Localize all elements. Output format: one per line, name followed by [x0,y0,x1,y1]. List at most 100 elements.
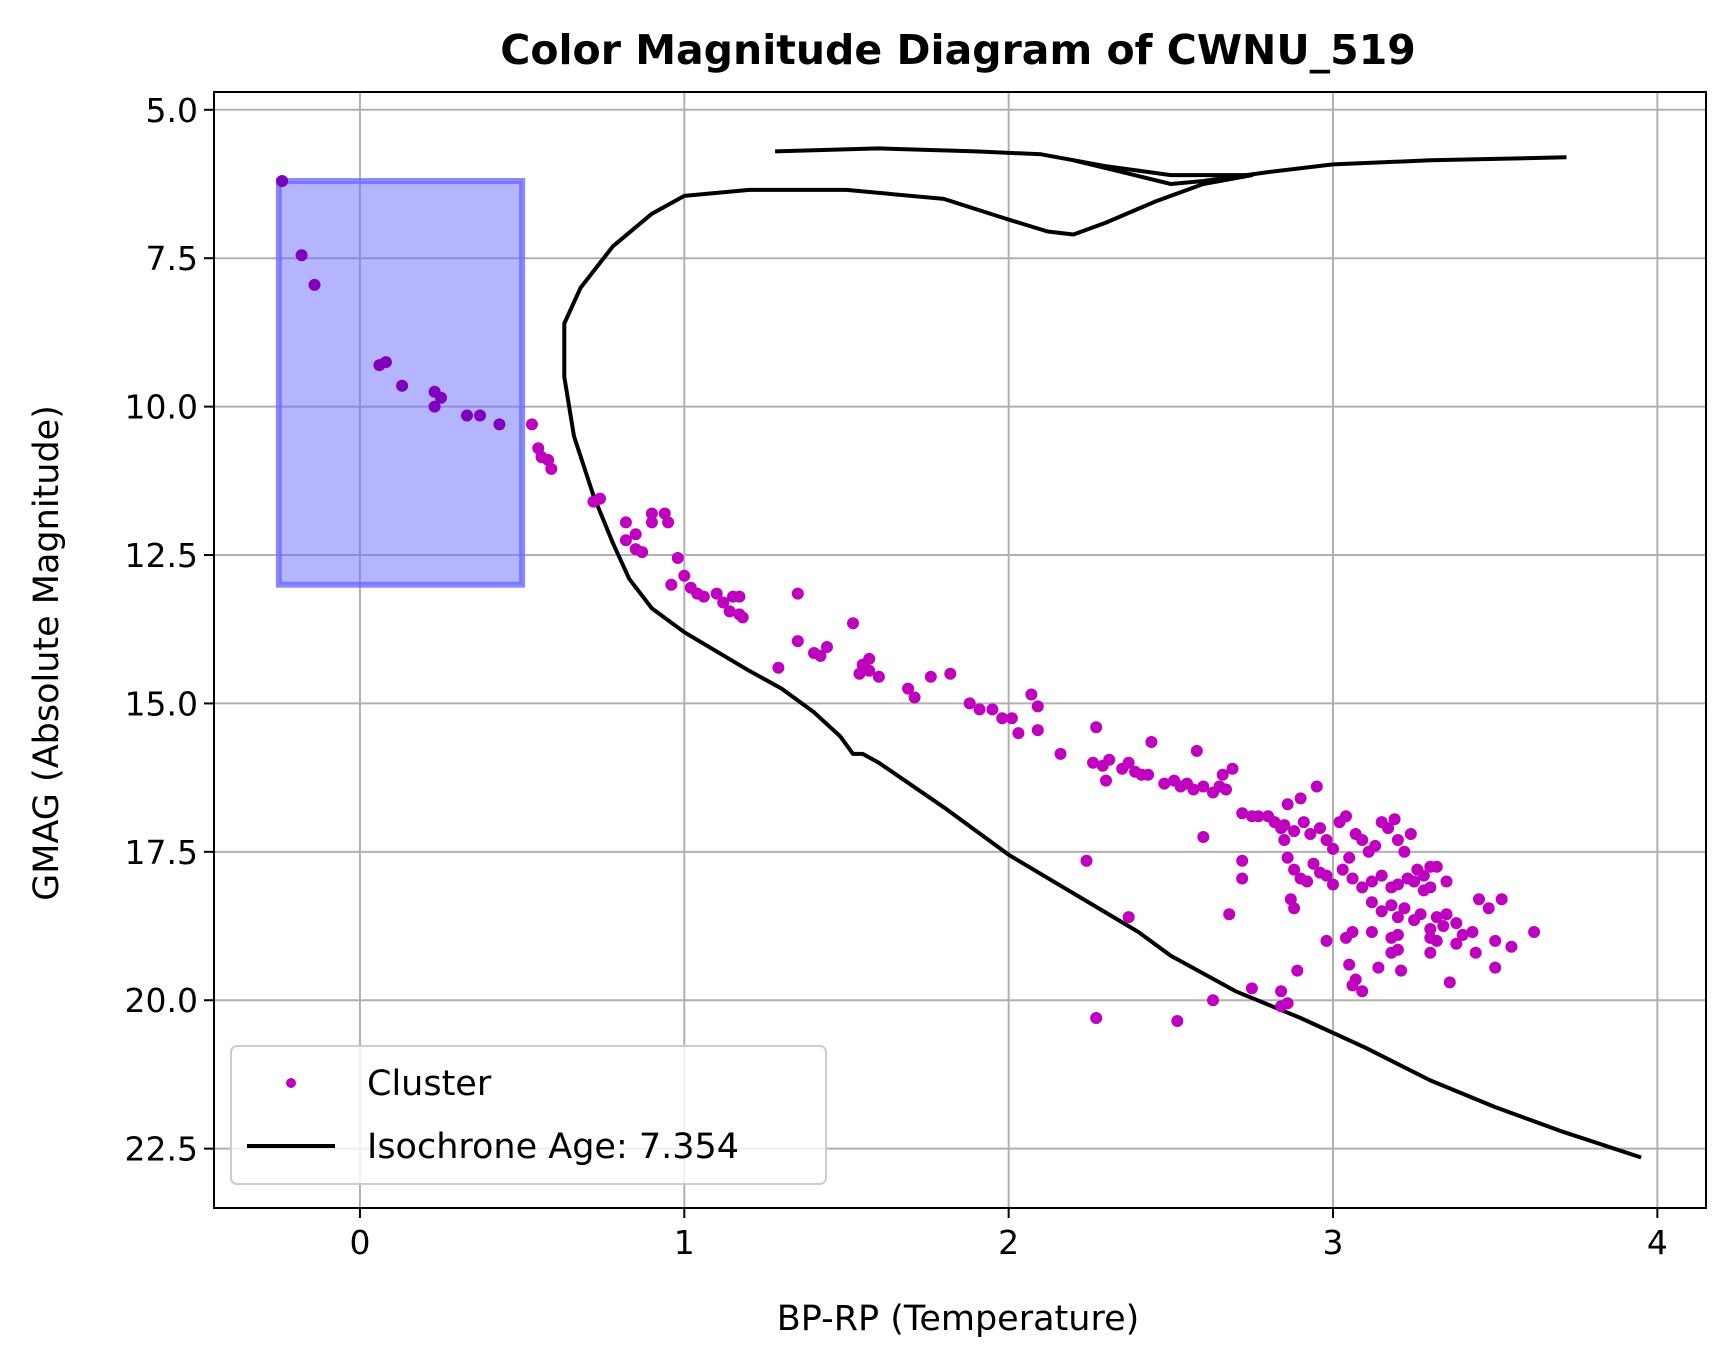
cluster-point-34 [710,587,723,600]
cluster-point-69 [1090,721,1103,734]
cluster-point-19 [619,516,632,529]
x-tick-label-0: 0 [349,1223,370,1262]
cluster-point-85 [1197,780,1210,793]
cluster-point-166 [1450,937,1463,950]
cluster-point-51 [863,664,876,677]
cluster-point-63 [1025,688,1038,701]
cluster-point-168 [1424,931,1437,944]
cluster-point-120 [1404,828,1417,840]
cluster-point-38 [723,605,736,618]
cluster-point-136 [1346,872,1359,885]
cluster-point-159 [1440,908,1453,921]
cluster-point-184 [1291,964,1304,977]
cluster-point-20 [619,534,632,547]
x-tick-label-4: 4 [1647,1223,1668,1262]
y-tick-label-7: 22.5 [125,1130,198,1169]
cluster-point-101 [1294,792,1307,805]
cluster-point-56 [944,667,957,680]
cluster-point-200 [1281,997,1294,1010]
cluster-point-141 [1391,878,1404,891]
cluster-point-104 [1310,780,1323,793]
cluster-point-106 [1320,834,1333,846]
cluster-point-152 [1391,911,1404,924]
cluster-point-89 [1226,762,1239,775]
cluster-points-layer [276,175,1541,1027]
cluster-point-103 [1304,828,1317,840]
x-axis-ticks: 0 1 2 3 4 [349,1208,1668,1262]
cluster-point-5 [396,379,409,392]
cluster-point-54 [908,691,921,704]
cluster-point-99 [1281,798,1294,811]
cluster-point-134 [1327,878,1339,891]
legend-frame [230,1045,827,1185]
chart-title: Color Magnitude Diagram of CWNU_519 [500,26,1416,74]
y-tick-label-0: 5.0 [146,91,198,130]
cluster-point-68 [1087,756,1099,769]
cluster-point-62 [1012,727,1025,740]
cluster-point-145 [1424,881,1437,894]
cluster-point-197 [1245,982,1258,995]
cluster-point-151 [1385,899,1398,912]
cluster-point-90 [1216,768,1229,781]
cluster-point-100 [1288,825,1301,838]
cluster-point-52 [872,670,885,683]
cluster-point-58 [973,703,986,716]
cluster-point-158 [1437,920,1450,932]
cluster-point-189 [1356,985,1369,998]
cluster-point-124 [1430,860,1443,873]
cluster-point-156 [1424,923,1437,935]
cluster-point-23 [636,546,649,559]
cluster-point-64 [1031,700,1044,713]
cluster-point-35 [717,596,730,609]
cluster-point-195 [1171,1015,1184,1027]
cluster-point-146 [1440,875,1453,888]
y-tick-label-5: 17.5 [125,833,198,872]
cluster-point-160 [1450,917,1463,930]
cluster-point-8 [428,400,441,413]
cluster-point-157 [1430,911,1443,924]
cluster-point-0 [276,175,289,187]
cluster-point-138 [1365,875,1378,888]
cluster-point-122 [1417,869,1430,882]
cluster-point-191 [1385,946,1398,959]
cluster-point-181 [1489,934,1502,947]
cluster-point-59 [986,703,999,716]
cluster-point-27 [662,516,675,529]
cluster-point-21 [629,528,642,541]
cluster-point-47 [814,649,827,662]
cluster-point-110 [1343,851,1356,864]
cluster-point-179 [1469,946,1482,959]
cluster-point-177 [1278,819,1291,832]
cluster-point-53 [902,682,915,695]
cluster-point-172 [1365,926,1378,938]
y-tick-label-1: 7.5 [146,239,198,278]
cluster-point-40 [736,611,749,624]
cluster-point-18 [594,492,606,505]
cluster-point-41 [791,587,804,600]
cluster-point-102 [1297,816,1310,829]
cluster-point-1 [295,249,308,262]
cluster-point-28 [671,552,684,564]
cluster-point-61 [1005,712,1018,725]
cluster-point-25 [645,516,658,529]
cluster-point-175 [1223,908,1236,921]
cluster-point-190 [1372,961,1385,974]
cluster-point-88 [1220,783,1232,796]
cluster-point-43 [772,661,785,674]
cluster-point-149 [1365,896,1378,909]
cluster-point-57 [963,697,976,710]
cluster-point-94 [1252,810,1265,823]
cluster-point-16 [545,462,558,475]
cluster-point-71 [1103,753,1116,766]
legend-label-isochrone: Isochrone Age: 7.354 [367,1127,739,1167]
cluster-point-55 [924,670,937,683]
cluster-point-163 [1473,893,1485,906]
cluster-point-107 [1327,842,1339,855]
cluster-point-2 [308,278,321,291]
cluster-point-114 [1369,839,1382,852]
cluster-point-4 [379,356,392,369]
cluster-point-126 [1236,872,1249,885]
cluster-point-11 [493,418,506,431]
cluster-point-137 [1356,881,1369,894]
